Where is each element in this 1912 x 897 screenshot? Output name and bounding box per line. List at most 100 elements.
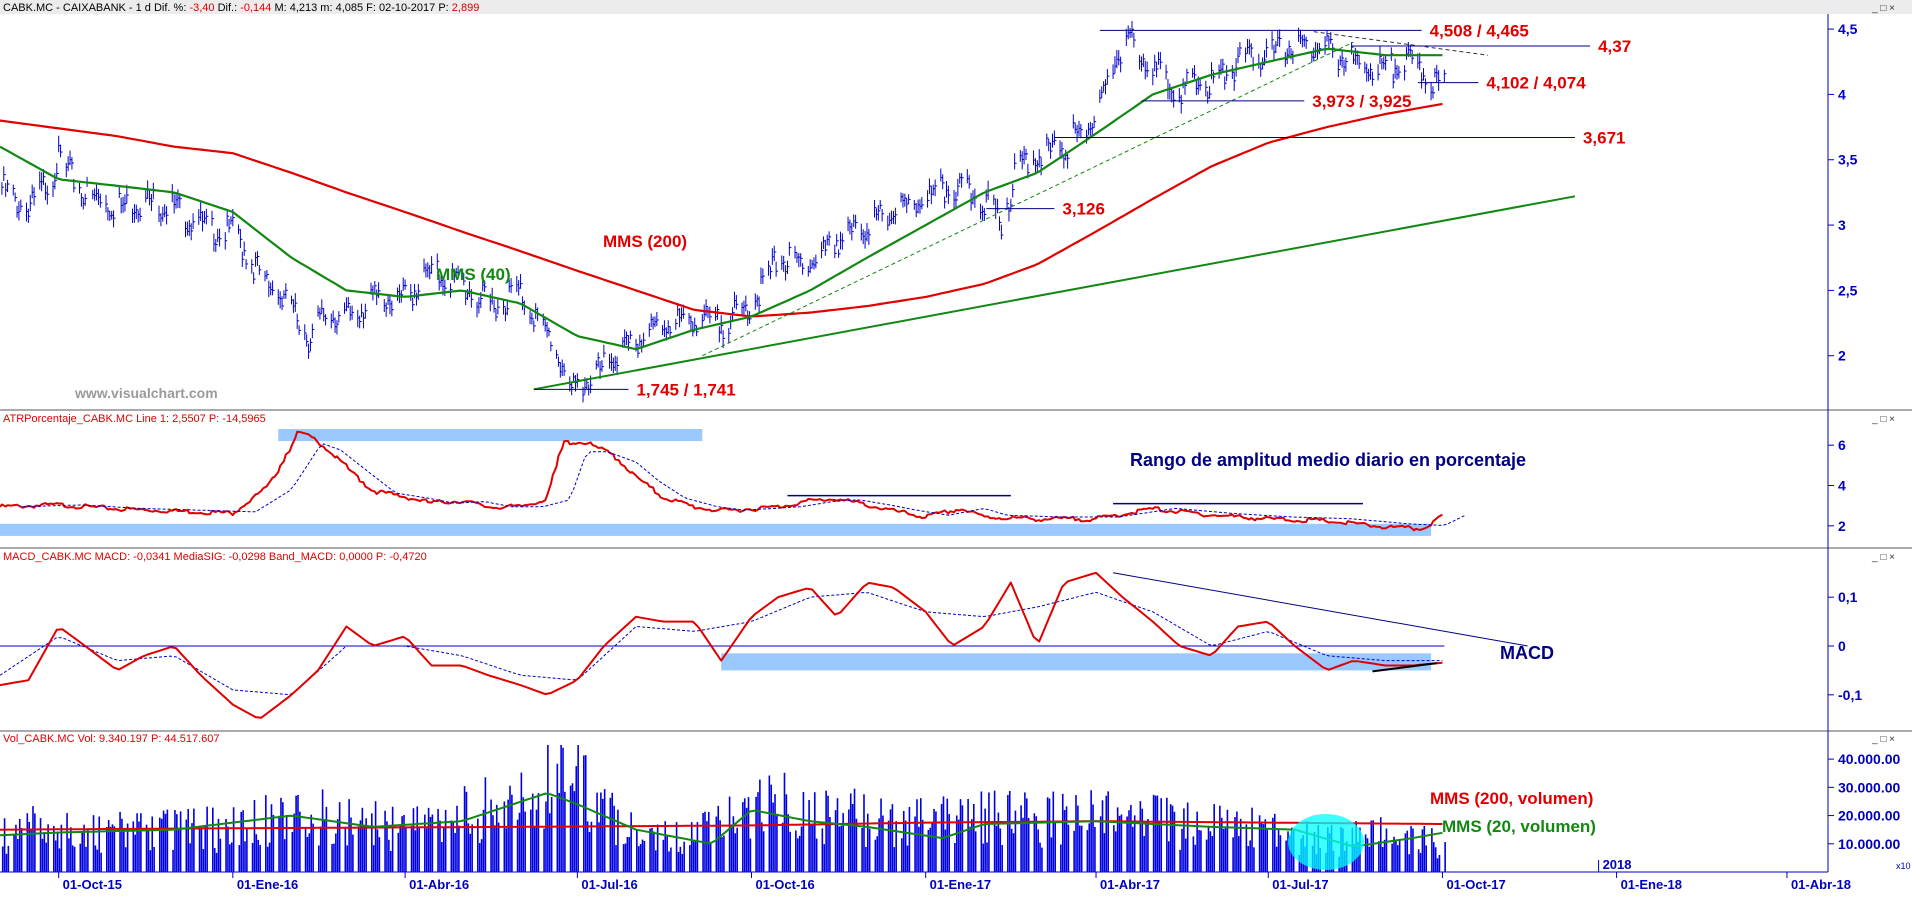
volume-bar: [815, 838, 818, 872]
volume-bar: [628, 837, 631, 872]
volume-bar: [1438, 854, 1441, 872]
atr-window-controls[interactable]: _ □ ×: [1871, 414, 1895, 425]
volume-bar: [189, 843, 191, 872]
volume-bar: [1173, 811, 1176, 872]
volume-bar: [293, 813, 296, 872]
volume-bar: [1103, 833, 1106, 872]
volume-bar: [1133, 815, 1136, 872]
volume-bar: [755, 796, 757, 872]
volume-bar: [649, 828, 651, 872]
volume-bar: [386, 821, 388, 872]
volume-bar: [972, 804, 975, 872]
volume-bar: [931, 822, 933, 872]
macd-window-controls[interactable]: _ □ ×: [1871, 552, 1895, 563]
volume-bar: [1010, 828, 1013, 872]
x-tick-label: 01-Oct-16: [756, 877, 815, 892]
volume-bar: [1025, 798, 1028, 872]
volume-bar: [1391, 843, 1393, 872]
volume-bar: [1379, 817, 1382, 872]
volume-bar: [147, 828, 150, 872]
volume-bar: [111, 824, 114, 872]
level-label-l3973: 3,973 / 3,925: [1312, 92, 1411, 111]
volume-bar: [785, 794, 788, 872]
volume-bar: [505, 828, 508, 872]
volume-bar: [1383, 839, 1386, 872]
volume-bar: [556, 763, 559, 872]
volume-bar: [774, 794, 776, 872]
volume-bar: [1264, 819, 1267, 872]
volume-bar: [200, 828, 203, 872]
x-tick-label: 01-Abr-17: [1100, 877, 1160, 892]
volume-bar: [639, 844, 642, 872]
volume-bar: [719, 820, 721, 872]
volume-bar: [929, 827, 932, 872]
volume-bar: [123, 828, 125, 872]
vol-window-controls[interactable]: _ □ ×: [1871, 734, 1895, 745]
volume-bar: [13, 834, 15, 872]
x-tick-label: 01-Ene-16: [237, 877, 298, 892]
level-label-l3671: 3,671: [1583, 129, 1626, 148]
volume-bar: [405, 827, 407, 872]
volume-bar: [664, 821, 667, 872]
volume-bar: [219, 838, 222, 872]
volume-bar: [889, 809, 892, 872]
volume-bar: [469, 833, 472, 872]
volume-bar: [908, 806, 911, 872]
volume-bar: [768, 775, 771, 872]
volume-bar: [1198, 829, 1200, 872]
volume-bar: [1378, 841, 1380, 872]
volume-bar: [689, 845, 691, 872]
volume-bar: [732, 816, 735, 872]
volume-bar: [1408, 854, 1410, 872]
volume-bar: [1061, 793, 1064, 872]
volume-bar: [993, 790, 996, 872]
label-mms200: MMS (200): [603, 232, 687, 251]
volume-bar: [39, 818, 42, 872]
volume-bar: [918, 826, 920, 872]
price-header-prefix: CABK.MC - CAIXABANK - 1 d Dif. %:: [3, 2, 189, 14]
volume-bar: [813, 792, 816, 872]
label-vol-mms20: MMS (20, volumen): [1442, 817, 1596, 836]
volume-bar: [193, 808, 195, 872]
volume-bar: [584, 755, 587, 872]
volume-bar: [1192, 836, 1195, 872]
volume-bar: [1226, 809, 1229, 872]
volume-bar: [138, 821, 140, 872]
tl-dash-green: [702, 41, 1354, 357]
volume-bar: [880, 798, 882, 872]
volume-bar: [1381, 846, 1384, 872]
x-tick-label: 01-Abr-16: [409, 877, 469, 892]
volume-bar: [272, 814, 275, 872]
volume-bar: [266, 846, 269, 872]
volume-bar: [389, 850, 392, 872]
volume-bar: [164, 813, 167, 872]
volume-bar: [948, 814, 950, 872]
volume-bar: [601, 798, 604, 872]
volume-bar: [796, 838, 799, 872]
volume-bar: [603, 789, 606, 872]
volume-bar: [229, 844, 231, 872]
volume-bar: [1421, 829, 1424, 872]
volume-bar: [742, 802, 744, 872]
volume-bar: [988, 792, 990, 872]
volume-bar: [935, 811, 937, 872]
volume-bar: [467, 823, 470, 872]
volume-bar: [321, 789, 324, 872]
volume-bar: [96, 849, 99, 872]
volume-bar: [79, 843, 82, 872]
volume-bar: [1141, 808, 1144, 872]
volume-bar: [1275, 846, 1278, 872]
volume-bar: [600, 792, 602, 872]
volume-bar: [757, 792, 759, 872]
volume-bar: [961, 805, 964, 872]
volume-bar: [1287, 831, 1289, 872]
volume-bar: [630, 812, 632, 872]
volume-bar: [802, 791, 805, 872]
volume-bar: [503, 801, 506, 872]
atr-title: Rango de amplitud medio diario en porcen…: [1130, 450, 1526, 470]
volume-bar: [323, 820, 326, 872]
volume-bar: [454, 833, 456, 872]
price-window-controls[interactable]: _ □ ×: [1871, 3, 1895, 14]
volume-bar: [982, 843, 985, 872]
